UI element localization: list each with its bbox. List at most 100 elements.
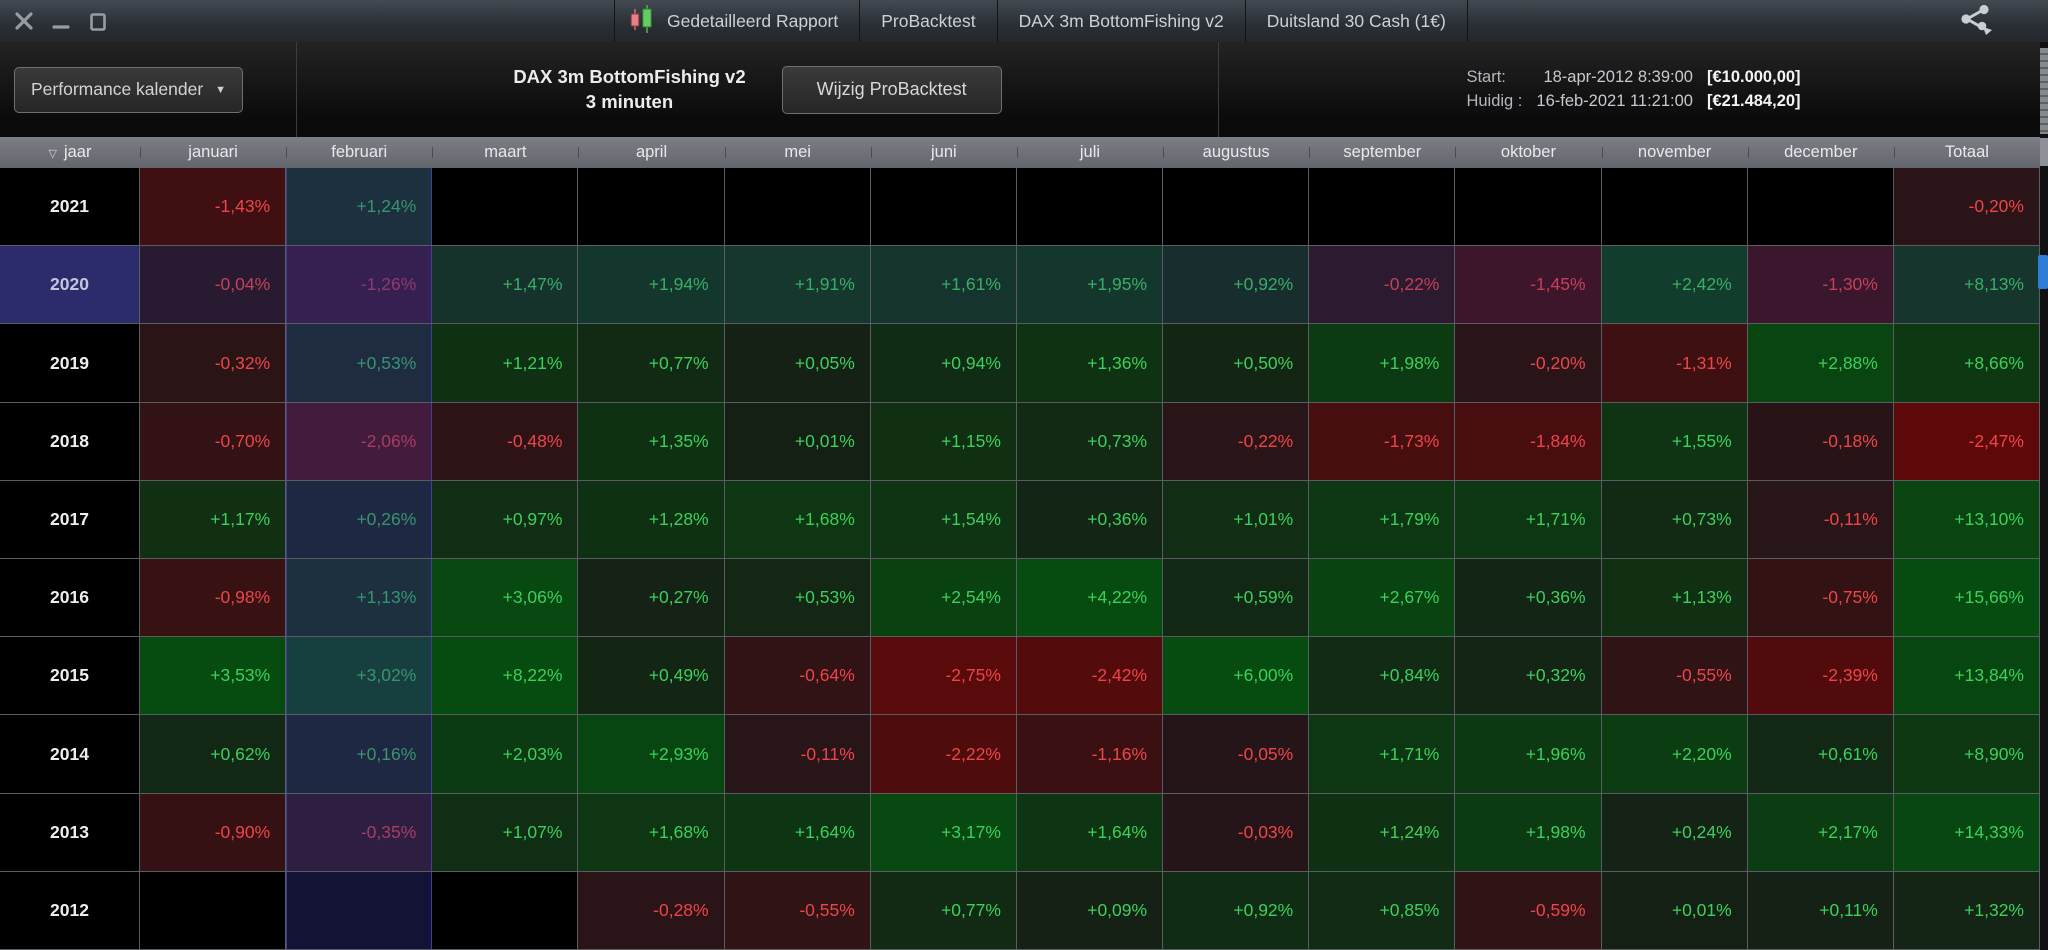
month-cell-september-2014[interactable]: +1,71% — [1309, 715, 1456, 794]
column-header-juni[interactable]: juni — [870, 143, 1017, 162]
month-cell-juni-2018[interactable]: +1,15% — [870, 402, 1017, 481]
month-cell-februari-2012[interactable] — [286, 871, 433, 950]
month-cell-augustus-2017[interactable]: +1,01% — [1163, 480, 1310, 560]
month-cell-oktober-2014[interactable]: +1,96% — [1455, 715, 1602, 794]
scroll-marker[interactable] — [2038, 255, 2048, 289]
month-cell-december-2020[interactable]: -1,30% — [1747, 246, 1894, 325]
month-cell-juli-2015[interactable]: -2,42% — [1016, 637, 1164, 716]
month-cell-maart-2021[interactable] — [432, 168, 579, 247]
month-cell-mei-2020[interactable]: +1,91% — [724, 246, 871, 325]
month-cell-augustus-2015[interactable]: +6,00% — [1163, 637, 1310, 716]
column-header-februari[interactable]: februari — [286, 143, 432, 162]
month-cell-april-2015[interactable]: +0,49% — [578, 637, 725, 716]
year-cell-2021[interactable]: 2021 — [0, 168, 140, 247]
tab-instrument[interactable]: Duitsland 30 Cash (1€) — [1246, 0, 1468, 42]
month-cell-juni-2015[interactable]: -2,75% — [870, 637, 1017, 716]
month-cell-november-2019[interactable]: -1,31% — [1601, 324, 1748, 403]
month-cell-augustus-2018[interactable]: -0,22% — [1163, 402, 1310, 481]
share-icon[interactable] — [1959, 3, 1993, 40]
month-cell-augustus-2013[interactable]: -0,03% — [1163, 793, 1310, 872]
month-cell-oktober-2021[interactable] — [1455, 168, 1602, 247]
month-cell-juli-2016[interactable]: +4,22% — [1016, 559, 1164, 638]
month-cell-mei-2019[interactable]: +0,05% — [724, 324, 871, 403]
month-cell-augustus-2020[interactable]: +0,92% — [1163, 246, 1310, 325]
month-cell-juli-2013[interactable]: +1,64% — [1016, 793, 1164, 872]
month-cell-juni-2019[interactable]: +0,94% — [870, 324, 1017, 403]
month-cell-december-2015[interactable]: -2,39% — [1747, 637, 1894, 716]
month-cell-april-2012[interactable]: -0,28% — [578, 871, 725, 950]
month-cell-november-2015[interactable]: -0,55% — [1601, 637, 1748, 716]
month-cell-mei-2018[interactable]: +0,01% — [724, 402, 871, 481]
year-cell-2020[interactable]: 2020 — [0, 246, 140, 325]
month-cell-juni-2020[interactable]: +1,61% — [870, 246, 1017, 325]
month-cell-september-2021[interactable] — [1309, 168, 1456, 247]
month-cell-augustus-2021[interactable] — [1163, 168, 1310, 247]
month-cell-april-2018[interactable]: +1,35% — [578, 402, 725, 481]
year-cell-2016[interactable]: 2016 — [0, 559, 140, 638]
month-cell-april-2017[interactable]: +1,28% — [578, 480, 725, 560]
month-cell-maart-2017[interactable]: +0,97% — [432, 480, 579, 560]
view-selector-dropdown[interactable]: Performance kalender ▼ — [14, 66, 244, 113]
month-cell-mei-2013[interactable]: +1,64% — [724, 793, 871, 872]
month-cell-juni-2021[interactable] — [870, 168, 1017, 247]
month-cell-maart-2013[interactable]: +1,07% — [432, 793, 579, 872]
month-cell-januari-2020[interactable]: -0,04% — [140, 246, 287, 325]
month-cell-december-2018[interactable]: -0,18% — [1747, 402, 1894, 481]
month-cell-januari-2016[interactable]: -0,98% — [140, 559, 287, 638]
month-cell-november-2020[interactable]: +2,42% — [1601, 246, 1748, 325]
month-cell-november-2017[interactable]: +0,73% — [1601, 480, 1748, 560]
month-cell-oktober-2017[interactable]: +1,71% — [1455, 480, 1602, 560]
month-cell-juli-2018[interactable]: +0,73% — [1016, 402, 1164, 481]
month-cell-juli-2012[interactable]: +0,09% — [1016, 871, 1164, 950]
month-cell-december-2014[interactable]: +0,61% — [1747, 715, 1894, 794]
month-cell-januari-2013[interactable]: -0,90% — [140, 793, 287, 872]
month-cell-februari-2017[interactable]: +0,26% — [286, 480, 433, 560]
month-cell-juli-2014[interactable]: -1,16% — [1016, 715, 1164, 794]
total-cell-2020[interactable]: +8,13% — [1893, 246, 2040, 325]
column-header-mei[interactable]: mei — [724, 143, 871, 162]
month-cell-november-2018[interactable]: +1,55% — [1601, 402, 1748, 481]
month-cell-oktober-2019[interactable]: -0,20% — [1455, 324, 1602, 403]
month-cell-november-2013[interactable]: +0,24% — [1601, 793, 1748, 872]
month-cell-februari-2016[interactable]: +1,13% — [286, 559, 433, 638]
year-cell-2013[interactable]: 2013 — [0, 793, 140, 872]
scrollbar-grip[interactable] — [2040, 48, 2048, 134]
column-header-jaar[interactable]: ▽ jaar — [0, 143, 140, 162]
month-cell-april-2016[interactable]: +0,27% — [578, 559, 725, 638]
month-cell-oktober-2012[interactable]: -0,59% — [1455, 871, 1602, 950]
month-cell-juni-2013[interactable]: +3,17% — [870, 793, 1017, 872]
month-cell-februari-2014[interactable]: +0,16% — [286, 715, 433, 794]
year-cell-2014[interactable]: 2014 — [0, 715, 140, 794]
month-cell-mei-2017[interactable]: +1,68% — [724, 480, 871, 560]
total-cell-2021[interactable]: -0,20% — [1893, 168, 2040, 247]
month-cell-juni-2016[interactable]: +2,54% — [870, 559, 1017, 638]
month-cell-maart-2016[interactable]: +3,06% — [432, 559, 579, 638]
column-header-november[interactable]: november — [1601, 143, 1748, 162]
month-cell-maart-2014[interactable]: +2,03% — [432, 715, 579, 794]
month-cell-oktober-2018[interactable]: -1,84% — [1455, 402, 1602, 481]
month-cell-februari-2020[interactable]: -1,26% — [286, 246, 433, 325]
month-cell-februari-2015[interactable]: +3,02% — [286, 637, 433, 716]
month-cell-september-2012[interactable]: +0,85% — [1309, 871, 1456, 950]
maximize-icon[interactable] — [88, 11, 108, 31]
column-header-juli[interactable]: juli — [1016, 143, 1163, 162]
month-cell-december-2016[interactable]: -0,75% — [1747, 559, 1894, 638]
minimize-icon[interactable] — [52, 11, 70, 31]
month-cell-mei-2014[interactable]: -0,11% — [724, 715, 871, 794]
month-cell-november-2012[interactable]: +0,01% — [1601, 871, 1748, 950]
edit-probacktest-button[interactable]: Wijzig ProBacktest — [781, 65, 1002, 114]
month-cell-februari-2013[interactable]: -0,35% — [286, 793, 433, 872]
total-cell-2014[interactable]: +8,90% — [1893, 715, 2040, 794]
month-cell-april-2014[interactable]: +2,93% — [578, 715, 725, 794]
month-cell-december-2021[interactable] — [1747, 168, 1894, 247]
month-cell-september-2013[interactable]: +1,24% — [1309, 793, 1456, 872]
total-cell-2016[interactable]: +15,66% — [1893, 559, 2040, 638]
month-cell-maart-2020[interactable]: +1,47% — [432, 246, 579, 325]
column-header-april[interactable]: april — [578, 143, 724, 162]
month-cell-januari-2021[interactable]: -1,43% — [140, 168, 287, 247]
month-cell-september-2015[interactable]: +0,84% — [1309, 637, 1456, 716]
total-cell-2017[interactable]: +13,10% — [1893, 480, 2040, 560]
month-cell-mei-2015[interactable]: -0,64% — [724, 637, 871, 716]
month-cell-maart-2019[interactable]: +1,21% — [432, 324, 579, 403]
month-cell-november-2016[interactable]: +1,13% — [1601, 559, 1748, 638]
